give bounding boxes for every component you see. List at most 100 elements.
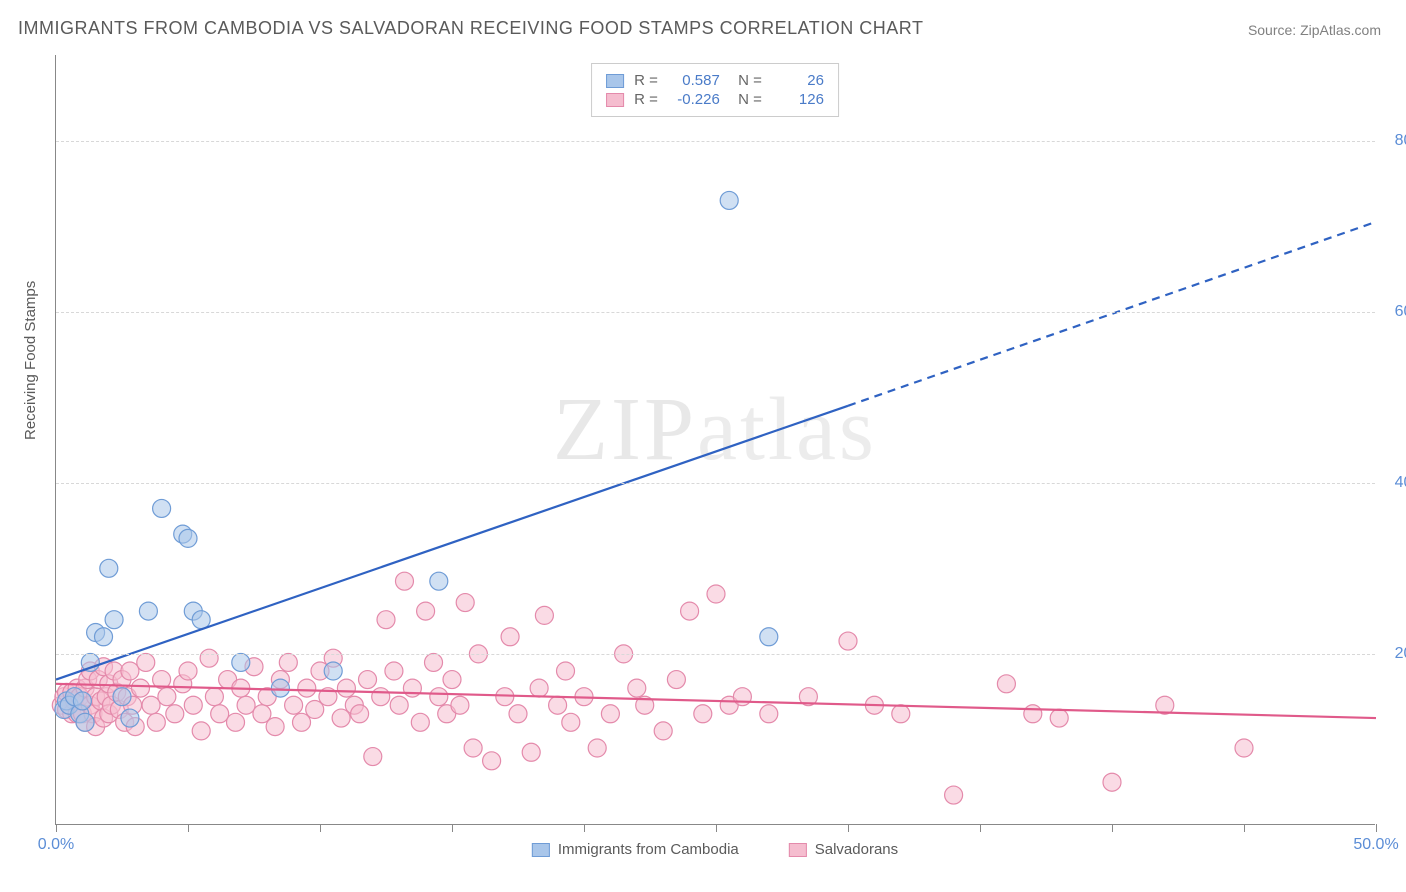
data-point	[147, 713, 165, 731]
data-point	[113, 688, 131, 706]
data-point	[359, 671, 377, 689]
data-point	[1050, 709, 1068, 727]
data-point	[945, 786, 963, 804]
data-point	[535, 606, 553, 624]
y-axis-label: Receiving Food Stamps	[22, 281, 39, 440]
data-point	[121, 662, 139, 680]
data-point	[892, 705, 910, 723]
data-point	[266, 718, 284, 736]
correlation-legend: R = 0.587 N = 26 R = -0.226 N = 126	[591, 63, 839, 117]
data-point	[121, 709, 139, 727]
legend-row-cambodia: R = 0.587 N = 26	[606, 72, 824, 89]
swatch-salvadoran	[606, 93, 624, 107]
x-tick	[320, 824, 321, 832]
data-point	[211, 705, 229, 723]
data-point	[557, 662, 575, 680]
data-point	[237, 696, 255, 714]
data-point	[192, 611, 210, 629]
data-point	[139, 602, 157, 620]
data-point	[707, 585, 725, 603]
x-tick	[188, 824, 189, 832]
data-point	[549, 696, 567, 714]
y-tick-label: 80.0%	[1380, 132, 1406, 150]
trend-line	[56, 406, 848, 680]
data-point	[298, 679, 316, 697]
data-point	[501, 628, 519, 646]
legend-label-cambodia: Immigrants from Cambodia	[558, 841, 739, 858]
data-point	[417, 602, 435, 620]
chart-area: ZIPatlas 20.0%40.0%60.0%80.0%0.0%50.0% R…	[55, 55, 1375, 825]
x-tick	[1244, 824, 1245, 832]
data-point	[443, 671, 461, 689]
data-point	[839, 632, 857, 650]
r-value-cambodia: 0.587	[668, 72, 720, 89]
data-point	[530, 679, 548, 697]
data-point	[205, 688, 223, 706]
n-label: N =	[730, 72, 762, 89]
data-point	[654, 722, 672, 740]
data-point	[483, 752, 501, 770]
data-point	[509, 705, 527, 723]
n-label: N =	[730, 91, 762, 108]
data-point	[760, 705, 778, 723]
data-point	[395, 572, 413, 590]
data-point	[430, 572, 448, 590]
x-tick	[848, 824, 849, 832]
y-tick-label: 40.0%	[1380, 474, 1406, 492]
data-point	[137, 653, 155, 671]
plot-svg	[56, 55, 1375, 824]
y-tick-label: 60.0%	[1380, 303, 1406, 321]
x-tick-label: 50.0%	[1353, 836, 1398, 854]
data-point	[760, 628, 778, 646]
data-point	[1103, 773, 1121, 791]
data-point	[403, 679, 421, 697]
plot-frame: 20.0%40.0%60.0%80.0%0.0%50.0%	[55, 55, 1375, 825]
data-point	[179, 662, 197, 680]
x-tick	[1112, 824, 1113, 832]
data-point	[200, 649, 218, 667]
trend-line-extrapolated	[848, 222, 1376, 406]
data-point	[588, 739, 606, 757]
data-point	[158, 688, 176, 706]
data-point	[232, 653, 250, 671]
data-point	[131, 679, 149, 697]
data-point	[166, 705, 184, 723]
data-point	[720, 191, 738, 209]
r-label: R =	[634, 91, 658, 108]
r-label: R =	[634, 72, 658, 89]
data-point	[451, 696, 469, 714]
legend-item-salvadoran: Salvadorans	[789, 841, 898, 858]
data-point	[390, 696, 408, 714]
data-point	[73, 692, 91, 710]
data-point	[464, 739, 482, 757]
data-point	[76, 713, 94, 731]
x-tick	[452, 824, 453, 832]
chart-title: IMMIGRANTS FROM CAMBODIA VS SALVADORAN R…	[18, 18, 923, 39]
data-point	[694, 705, 712, 723]
data-point	[271, 679, 289, 697]
data-point	[1024, 705, 1042, 723]
x-tick	[980, 824, 981, 832]
swatch-cambodia-bottom	[532, 843, 550, 857]
swatch-cambodia	[606, 74, 624, 88]
data-point	[997, 675, 1015, 693]
data-point	[285, 696, 303, 714]
data-point	[95, 628, 113, 646]
data-point	[142, 696, 160, 714]
series-legend: Immigrants from Cambodia Salvadorans	[532, 841, 898, 858]
data-point	[411, 713, 429, 731]
data-point	[192, 722, 210, 740]
gridline	[56, 654, 1375, 655]
data-point	[522, 743, 540, 761]
n-value-cambodia: 26	[772, 72, 824, 89]
data-point	[628, 679, 646, 697]
data-point	[337, 679, 355, 697]
data-point	[279, 653, 297, 671]
data-point	[430, 688, 448, 706]
legend-item-cambodia: Immigrants from Cambodia	[532, 841, 739, 858]
data-point	[153, 499, 171, 517]
data-point	[667, 671, 685, 689]
gridline	[56, 312, 1375, 313]
data-point	[372, 688, 390, 706]
source-label: Source: ZipAtlas.com	[1248, 22, 1381, 38]
